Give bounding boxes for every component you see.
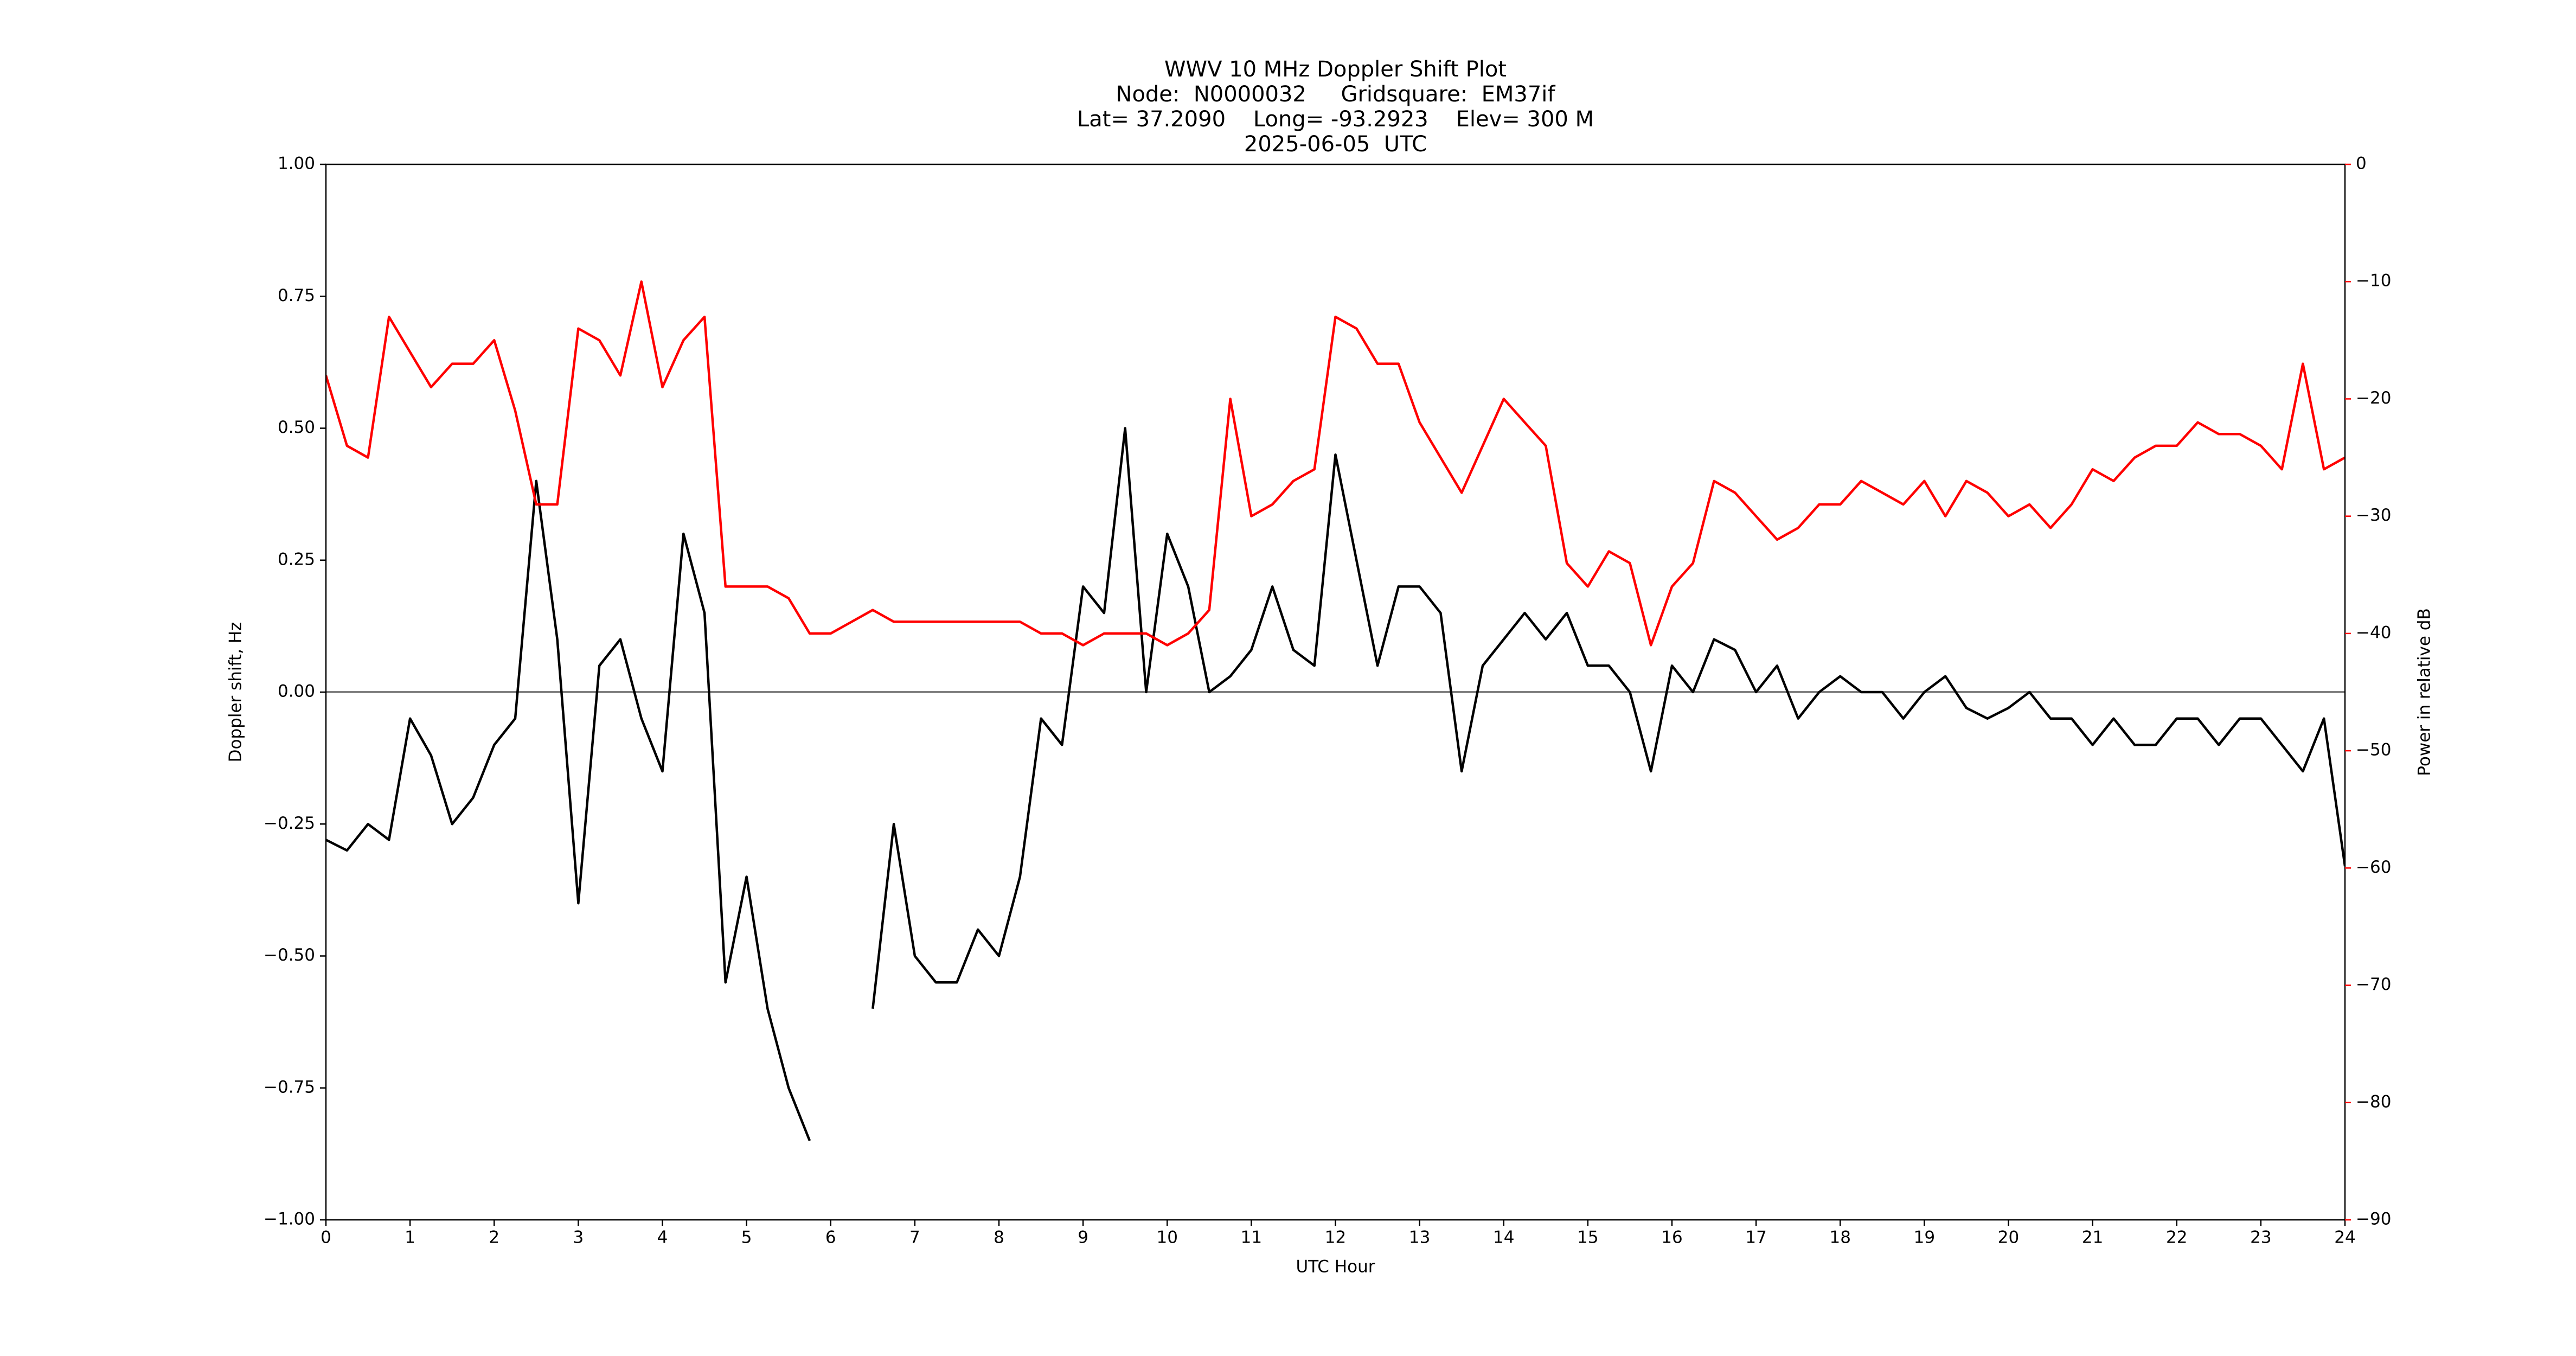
- x-tick-label: 2: [489, 1228, 499, 1248]
- chart-title: Lat= 37.2090 Long= -93.2923 Elev= 300 M: [1077, 107, 1594, 132]
- y2-axis-label: Power in relative dB: [2415, 608, 2434, 776]
- chart-title: 2025-06-05 UTC: [1244, 132, 1427, 157]
- y2-tick-label: 0: [2356, 154, 2367, 174]
- y-tick-label: 0.75: [278, 286, 315, 305]
- y2-tick-label: −50: [2356, 740, 2391, 760]
- x-tick-label: 17: [1745, 1228, 1766, 1248]
- y2-tick-label: −30: [2356, 506, 2391, 525]
- y2-tick-label: −80: [2356, 1092, 2391, 1111]
- y2-tick-label: −60: [2356, 858, 2391, 877]
- x-tick-label: 8: [994, 1228, 1004, 1248]
- x-tick-label: 23: [2250, 1228, 2271, 1248]
- chart-title: Node: N0000032 Gridsquare: EM37if: [1116, 82, 1556, 107]
- y2-tick-label: −20: [2356, 388, 2391, 408]
- x-tick-label: 4: [657, 1228, 668, 1248]
- y-tick-label: 1.00: [278, 154, 315, 174]
- y2-tick-label: −10: [2356, 271, 2391, 291]
- x-tick-label: 21: [2082, 1228, 2103, 1248]
- x-tick-label: 19: [1914, 1228, 1935, 1248]
- x-axis-label: UTC Hour: [1296, 1257, 1375, 1277]
- y-tick-label: 0.50: [278, 418, 315, 437]
- data-line: [326, 280, 2345, 647]
- data-line: [326, 427, 2345, 1141]
- x-tick-label: 1: [405, 1228, 415, 1248]
- x-tick-label: 5: [741, 1228, 752, 1248]
- y2-tick-label: −70: [2356, 975, 2391, 994]
- x-tick-label: 9: [1078, 1228, 1088, 1248]
- chart-title: WWV 10 MHz Doppler Shift Plot: [1164, 57, 1507, 82]
- x-tick-label: 13: [1409, 1228, 1430, 1248]
- y-tick-label: 0.25: [278, 549, 315, 569]
- x-tick-label: 11: [1241, 1228, 1262, 1248]
- x-tick-label: 24: [2334, 1228, 2355, 1248]
- x-tick-label: 22: [2166, 1228, 2187, 1248]
- x-tick-label: 15: [1577, 1228, 1598, 1248]
- y2-tick-label: −90: [2356, 1210, 2391, 1229]
- x-tick-label: 20: [1998, 1228, 2019, 1248]
- x-tick-label: 7: [909, 1228, 920, 1248]
- y-axis-label: Doppler shift, Hz: [226, 622, 246, 763]
- y2-tick-label: −40: [2356, 623, 2391, 642]
- x-tick-label: 16: [1661, 1228, 1682, 1248]
- x-tick-label: 3: [573, 1228, 584, 1248]
- y-tick-label: −1.00: [264, 1210, 315, 1229]
- x-tick-label: 6: [825, 1228, 836, 1248]
- y-tick-label: −0.75: [264, 1077, 315, 1097]
- x-tick-label: 12: [1325, 1228, 1346, 1248]
- x-tick-label: 0: [321, 1228, 331, 1248]
- y-tick-label: −0.25: [264, 814, 315, 833]
- y-tick-label: −0.50: [264, 945, 315, 965]
- x-tick-label: 10: [1157, 1228, 1178, 1248]
- x-tick-label: 18: [1830, 1228, 1851, 1248]
- x-tick-label: 14: [1493, 1228, 1514, 1248]
- y-tick-label: 0.00: [278, 682, 315, 701]
